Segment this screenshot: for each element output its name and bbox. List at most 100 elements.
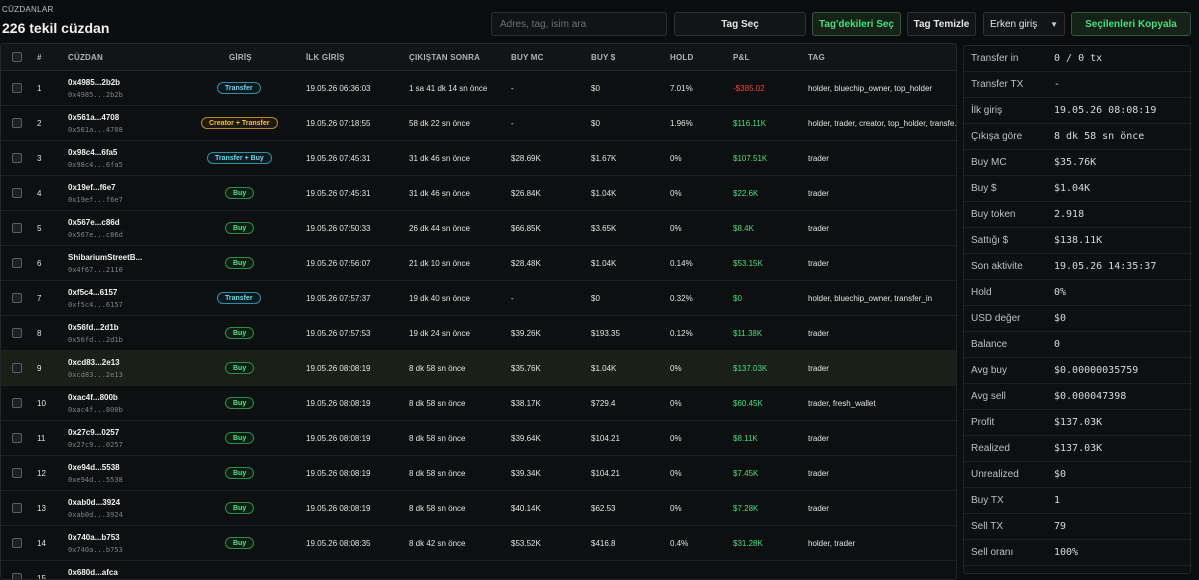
row-checkbox[interactable] <box>12 153 22 163</box>
row-checkbox[interactable] <box>12 188 22 198</box>
entry-badge: Buy <box>225 537 255 549</box>
table-row[interactable]: 2 0x561a...4708 0x561a...4708 Creator + Tra… <box>1 106 956 141</box>
col-index: # <box>37 53 42 62</box>
buy-usd: $0 <box>591 84 600 93</box>
tag-clear-button[interactable]: Tag Temizle <box>907 12 976 36</box>
row-checkbox[interactable] <box>12 468 22 478</box>
row-checkbox[interactable] <box>12 118 22 128</box>
table-row[interactable]: 4 0x19ef...f6e7 0x19ef...f6e7 Buy 19.05.26 0… <box>1 176 956 211</box>
tag-select-button[interactable]: Tag Seç <box>674 12 806 36</box>
table-row[interactable]: 10 0xac4f...800b 0xac4f...800b Buy 19.05.26 … <box>1 386 956 421</box>
row-index: 13 <box>37 504 46 513</box>
table-row[interactable]: 5 0x567e...c86d 0x567e...c86d Buy 19.05.26 0… <box>1 211 956 246</box>
row-checkbox[interactable] <box>12 223 22 233</box>
wallet-name[interactable]: 0xe94d...5538 <box>68 463 120 472</box>
wallet-name[interactable]: 0x27c9...0257 <box>68 428 120 437</box>
first-entry: 19.05.26 07:45:31 <box>306 189 371 198</box>
row-checkbox[interactable] <box>12 363 22 373</box>
row-checkbox[interactable] <box>12 573 22 579</box>
detail-row: Hold 0% <box>964 280 1192 306</box>
table-row[interactable]: 12 0xe94d...5538 0xe94d...5538 Buy 19.05.26 … <box>1 456 956 491</box>
row-checkbox[interactable] <box>12 293 22 303</box>
buy-mc: $39.64K <box>511 434 541 443</box>
first-entry: 19.05.26 08:08:19 <box>306 504 371 513</box>
buy-usd: $3.65K <box>591 224 617 233</box>
select-tagged-button[interactable]: Tag'dekileri Seç <box>812 12 901 36</box>
row-index: 1 <box>37 84 42 93</box>
hold: 0% <box>670 189 682 198</box>
detail-value: $137.03K <box>1054 417 1103 428</box>
select-all-checkbox[interactable] <box>12 52 22 62</box>
pnl: $11.38K <box>733 329 763 338</box>
first-entry: 19.05.26 07:56:07 <box>306 259 371 268</box>
copy-selected-button[interactable]: Seçilenleri Kopyala <box>1071 12 1191 36</box>
table-row[interactable]: 6 ShibariumStreetB... 0x4f67...2110 Buy 19.0… <box>1 246 956 281</box>
detail-label: USD değer <box>971 313 1021 324</box>
col-tag[interactable]: TAG <box>808 53 825 62</box>
wallet-name[interactable]: ShibariumStreetB... <box>68 253 143 262</box>
detail-row: Unrealized $0 <box>964 462 1192 488</box>
row-checkbox[interactable] <box>12 328 22 338</box>
detail-value: $0.000047398 <box>1054 391 1127 402</box>
first-entry: 19.05.26 06:36:03 <box>306 84 371 93</box>
wallet-name[interactable]: 0x19ef...f6e7 <box>68 183 116 192</box>
col-wallet[interactable]: CÜZDAN <box>68 53 103 62</box>
buy-usd: $1.04K <box>591 189 617 198</box>
table-row[interactable]: 1 0x4985...2b2b 0x4985...2b2b Transfer 19.05… <box>1 71 956 106</box>
row-index: 5 <box>37 224 42 233</box>
wallet-name[interactable]: 0x98c4...6fa5 <box>68 148 118 157</box>
row-index: 11 <box>37 434 46 443</box>
wallet-name[interactable]: 0x680d...afca <box>68 568 118 577</box>
table-row[interactable]: 11 0x27c9...0257 0x27c9...0257 Buy 19.05.26 … <box>1 421 956 456</box>
col-after-exit[interactable]: ÇIKIŞTAN SONRA <box>409 53 481 62</box>
detail-row: Transfer in 0 / 0 tx <box>964 46 1192 72</box>
row-checkbox[interactable] <box>12 398 22 408</box>
wallet-name[interactable]: 0x56fd...2d1b <box>68 323 119 332</box>
row-checkbox[interactable] <box>12 258 22 268</box>
search-input[interactable] <box>491 12 667 36</box>
table-row[interactable]: 9 0xcd83...2e13 0xcd83...2e13 Buy 19.05.26 0… <box>1 351 956 386</box>
detail-value: 79 <box>1054 521 1067 532</box>
row-checkbox[interactable] <box>12 503 22 513</box>
detail-label: Buy token <box>971 209 1016 220</box>
row-checkbox[interactable] <box>12 538 22 548</box>
table-row[interactable]: 7 0xf5c4...6157 0xf5c4...6157 Transfer 19.05… <box>1 281 956 316</box>
wallet-name[interactable]: 0x4985...2b2b <box>68 78 121 87</box>
detail-row: Realized $137.03K <box>964 436 1192 462</box>
detail-label: Avg buy <box>971 365 1007 376</box>
detail-label: Sell TX <box>971 521 1004 532</box>
hold: 0% <box>670 399 682 408</box>
wallet-name[interactable]: 0x561a...4708 <box>68 113 120 122</box>
row-checkbox[interactable] <box>12 433 22 443</box>
wallet-address: 0x4f67...2110 <box>68 266 123 274</box>
hold: 0% <box>670 434 682 443</box>
table-row[interactable]: 14 0x740a...b753 0x740a...b753 Buy 19.05.26 … <box>1 526 956 561</box>
table-row[interactable]: 15 0x680d...afca <box>1 561 956 579</box>
sort-select[interactable]: Erken giriş ▼ <box>983 12 1065 36</box>
pnl: $7.28K <box>733 504 759 513</box>
col-first-entry[interactable]: İLK GİRİŞ <box>306 53 345 62</box>
table-row[interactable]: 8 0x56fd...2d1b 0x56fd...2d1b Buy 19.05.26 0… <box>1 316 956 351</box>
wallet-name[interactable]: 0xab0d...3924 <box>68 498 121 507</box>
row-checkbox[interactable] <box>12 83 22 93</box>
col-pnl[interactable]: P&L <box>733 53 750 62</box>
wallet-name[interactable]: 0x740a...b753 <box>68 533 120 542</box>
table-row[interactable]: 13 0xab0d...3924 0xab0d...3924 Buy 19.05.26 … <box>1 491 956 526</box>
buy-usd: $729.4 <box>591 399 616 408</box>
wallet-name[interactable]: 0xac4f...800b <box>68 393 118 402</box>
col-buy-usd[interactable]: BUY $ <box>591 53 616 62</box>
wallet-name[interactable]: 0xf5c4...6157 <box>68 288 118 297</box>
detail-value: 19.05.26 08:08:19 <box>1054 105 1157 116</box>
pnl: $7.45K <box>733 469 759 478</box>
wallet-name[interactable]: 0xcd83...2e13 <box>68 358 120 367</box>
tags: trader <box>808 224 829 233</box>
first-entry: 19.05.26 07:50:33 <box>306 224 371 233</box>
detail-row: Son aktivite 19.05.26 14:35:37 <box>964 254 1192 280</box>
entry-badge: Buy <box>225 467 255 479</box>
col-hold[interactable]: HOLD <box>670 53 694 62</box>
wallet-name[interactable]: 0x567e...c86d <box>68 218 120 227</box>
col-buy-mc[interactable]: BUY MC <box>511 53 544 62</box>
col-entry[interactable]: GİRİŞ <box>229 53 252 62</box>
detail-row: İlk giriş 19.05.26 08:08:19 <box>964 98 1192 124</box>
table-row[interactable]: 3 0x98c4...6fa5 0x98c4...6fa5 Transfer + Bu… <box>1 141 956 176</box>
